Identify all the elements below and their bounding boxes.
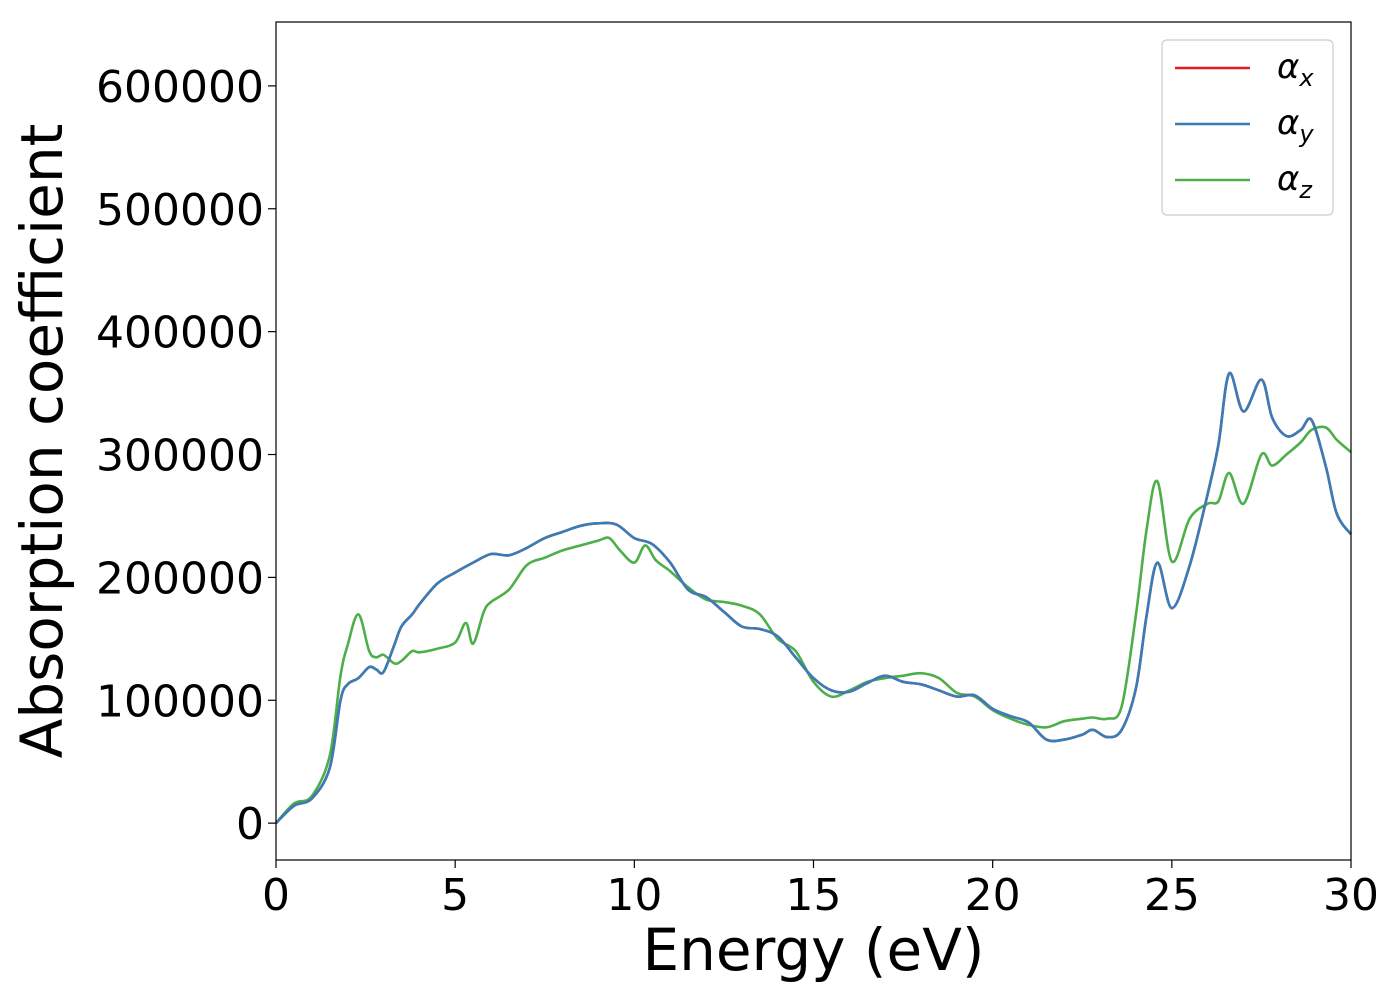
- x-tick-label: 25: [1144, 870, 1200, 921]
- x-tick-label: 15: [786, 870, 842, 921]
- y-tick-label: 500000: [96, 185, 264, 236]
- x-tick-label: 5: [441, 870, 469, 921]
- legend-label: αx: [1277, 47, 1314, 92]
- series-line-z: [275, 425, 1352, 824]
- x-tick-label: 20: [965, 870, 1021, 921]
- series-line-x: [275, 372, 1353, 825]
- legend-box: [1161, 39, 1334, 216]
- x-tick-label: 30: [1323, 870, 1379, 921]
- y-axis-title: Absorption coefficient: [8, 124, 76, 759]
- y-tick-label: 0: [236, 799, 264, 850]
- x-axis: 0 5 10 15 20 25 30: [262, 860, 1379, 921]
- x-tick-label: 0: [262, 870, 290, 921]
- legend-label: αy: [1277, 103, 1314, 148]
- y-tick-label: 200000: [96, 553, 264, 604]
- series-line-y: [275, 372, 1353, 825]
- plot-lines: [275, 372, 1353, 825]
- y-tick-label: 400000: [96, 308, 264, 359]
- legend-label: αz: [1277, 159, 1313, 204]
- y-axis: 0 100000 200000 300000 400000 500000 600000: [96, 62, 276, 850]
- y-tick-label: 100000: [96, 676, 264, 727]
- y-tick-label: 300000: [96, 431, 264, 482]
- y-tick-label: 600000: [96, 62, 264, 113]
- legend: αx αy αz: [1161, 39, 1334, 216]
- x-tick-label: 10: [606, 870, 662, 921]
- x-axis-title: Energy (eV): [642, 916, 984, 984]
